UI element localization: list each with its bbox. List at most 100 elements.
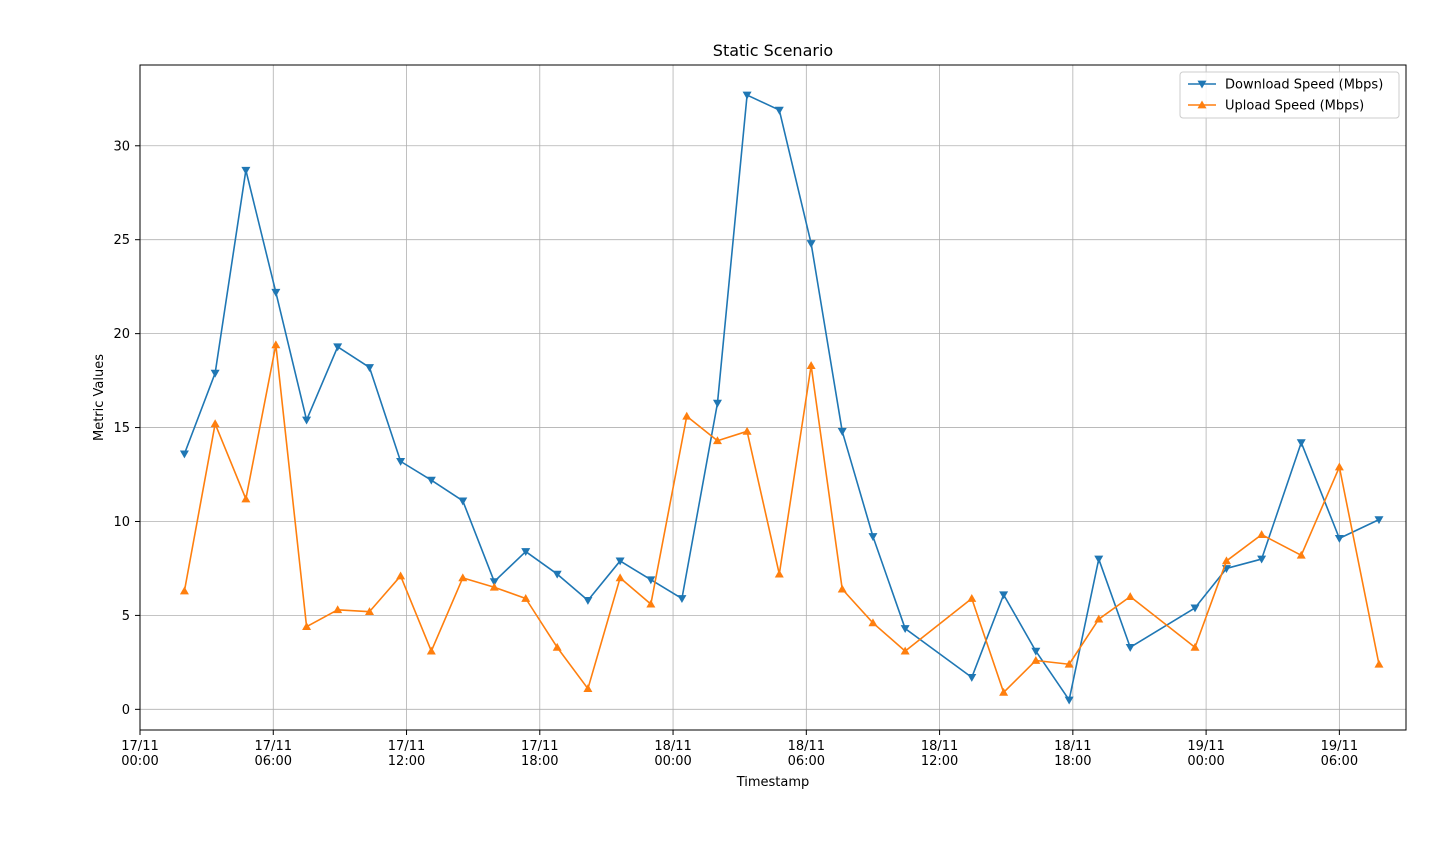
data-point bbox=[1334, 535, 1344, 543]
data-point bbox=[1064, 659, 1074, 668]
x-tick-label-line: 00:00 bbox=[121, 754, 158, 769]
x-tick-label: 17/11 12:00 bbox=[388, 739, 425, 769]
data-point bbox=[271, 340, 281, 349]
y-tick-label: 5 bbox=[122, 609, 130, 624]
data-point bbox=[868, 618, 878, 627]
data-point bbox=[774, 106, 784, 115]
x-tick-label: 19/11 06:00 bbox=[1321, 739, 1358, 769]
series-line bbox=[183, 344, 1380, 694]
data-point bbox=[458, 573, 468, 582]
data-point bbox=[615, 557, 625, 566]
x-tick-label-line: 17/11 bbox=[255, 739, 292, 754]
y-tick-label: 20 bbox=[113, 327, 130, 342]
x-tick-label-line: 17/11 bbox=[121, 739, 158, 754]
data-point bbox=[1257, 530, 1267, 539]
data-point bbox=[682, 411, 692, 420]
x-tick-label: 17/11 00:00 bbox=[121, 739, 158, 769]
chart-title: Static Scenario bbox=[713, 41, 833, 60]
data-point bbox=[179, 450, 189, 459]
data-point bbox=[868, 533, 878, 542]
x-tick-label: 18/11 18:00 bbox=[1054, 739, 1091, 769]
y-tick-label: 10 bbox=[113, 515, 130, 530]
data-point bbox=[365, 607, 375, 616]
data-point bbox=[396, 571, 406, 580]
x-tick-label: 18/11 12:00 bbox=[921, 739, 958, 769]
data-point bbox=[365, 364, 375, 372]
data-point bbox=[302, 416, 312, 425]
data-point bbox=[1125, 592, 1135, 600]
data-point bbox=[552, 570, 562, 579]
plot-frame bbox=[139, 64, 1407, 731]
data-point bbox=[426, 646, 436, 655]
legend-item: Download Speed (Mbps) bbox=[1188, 78, 1383, 93]
legend: Download Speed (Mbps) Upload Speed (Mbps) bbox=[1179, 71, 1400, 119]
x-tick-label: 18/11 06:00 bbox=[788, 739, 825, 769]
x-tick-label: 17/11 06:00 bbox=[255, 739, 292, 769]
x-tick-label-line: 17/11 bbox=[521, 739, 558, 754]
y-tick-label: 25 bbox=[113, 233, 130, 248]
y-tick-label: 0 bbox=[122, 703, 130, 718]
x-tick-label-line: 18/11 bbox=[654, 739, 691, 754]
series-line bbox=[183, 94, 1380, 701]
data-point bbox=[271, 288, 281, 297]
data-point bbox=[583, 597, 593, 605]
x-tick-label-line: 17/11 bbox=[388, 739, 425, 754]
data-point bbox=[837, 427, 847, 436]
x-tick-label-line: 18:00 bbox=[1054, 754, 1091, 769]
y-axis-label: Metric Values bbox=[92, 354, 107, 441]
data-point bbox=[489, 578, 499, 587]
x-tick-label-line: 00:00 bbox=[1187, 754, 1224, 769]
data-point bbox=[210, 419, 220, 428]
x-axis-label: Timestamp bbox=[736, 775, 810, 790]
data-point bbox=[712, 399, 722, 408]
data-point bbox=[1221, 556, 1231, 565]
legend-box bbox=[1179, 71, 1400, 119]
legend-marker bbox=[1197, 100, 1207, 109]
x-tick-label-line: 06:00 bbox=[788, 754, 825, 769]
x-tick-label-line: 18/11 bbox=[921, 739, 958, 754]
data-point bbox=[712, 436, 722, 445]
series-upload bbox=[179, 340, 1384, 696]
data-point bbox=[521, 548, 531, 557]
x-tick-label: 17/11 18:00 bbox=[521, 739, 558, 769]
data-point bbox=[1296, 550, 1306, 559]
x-tick-label-line: 06:00 bbox=[1321, 754, 1358, 769]
data-point bbox=[333, 343, 343, 352]
data-point bbox=[210, 369, 220, 378]
x-tick-label: 18/11 00:00 bbox=[654, 739, 691, 769]
series-layer bbox=[179, 91, 1384, 705]
data-point bbox=[1257, 555, 1267, 564]
data-point bbox=[900, 646, 910, 655]
data-point bbox=[742, 426, 752, 435]
data-point bbox=[1125, 643, 1135, 652]
data-point bbox=[1374, 516, 1384, 525]
data-point bbox=[742, 91, 752, 100]
data-point bbox=[837, 584, 847, 593]
data-point bbox=[967, 594, 977, 602]
data-point bbox=[1190, 642, 1200, 651]
data-point bbox=[179, 586, 189, 595]
x-tick-label-line: 18/11 bbox=[788, 739, 825, 754]
data-point bbox=[900, 625, 910, 634]
x-tick-label-line: 06:00 bbox=[255, 754, 292, 769]
data-point bbox=[1296, 439, 1306, 448]
data-point bbox=[241, 166, 251, 175]
data-point bbox=[396, 457, 406, 466]
data-point bbox=[458, 497, 468, 506]
y-tick-label: 15 bbox=[113, 421, 130, 436]
x-tick-label-line: 00:00 bbox=[654, 754, 691, 769]
data-point bbox=[1094, 555, 1104, 564]
data-point bbox=[806, 240, 816, 248]
data-point bbox=[552, 642, 562, 651]
data-point bbox=[646, 576, 656, 585]
y-tick-label: 30 bbox=[113, 139, 130, 154]
legend-item: Upload Speed (Mbps) bbox=[1188, 99, 1364, 114]
data-point bbox=[677, 595, 687, 604]
legend-label: Upload Speed (Mbps) bbox=[1225, 99, 1364, 114]
x-tick-label-line: 12:00 bbox=[388, 754, 425, 769]
data-point bbox=[646, 599, 656, 608]
